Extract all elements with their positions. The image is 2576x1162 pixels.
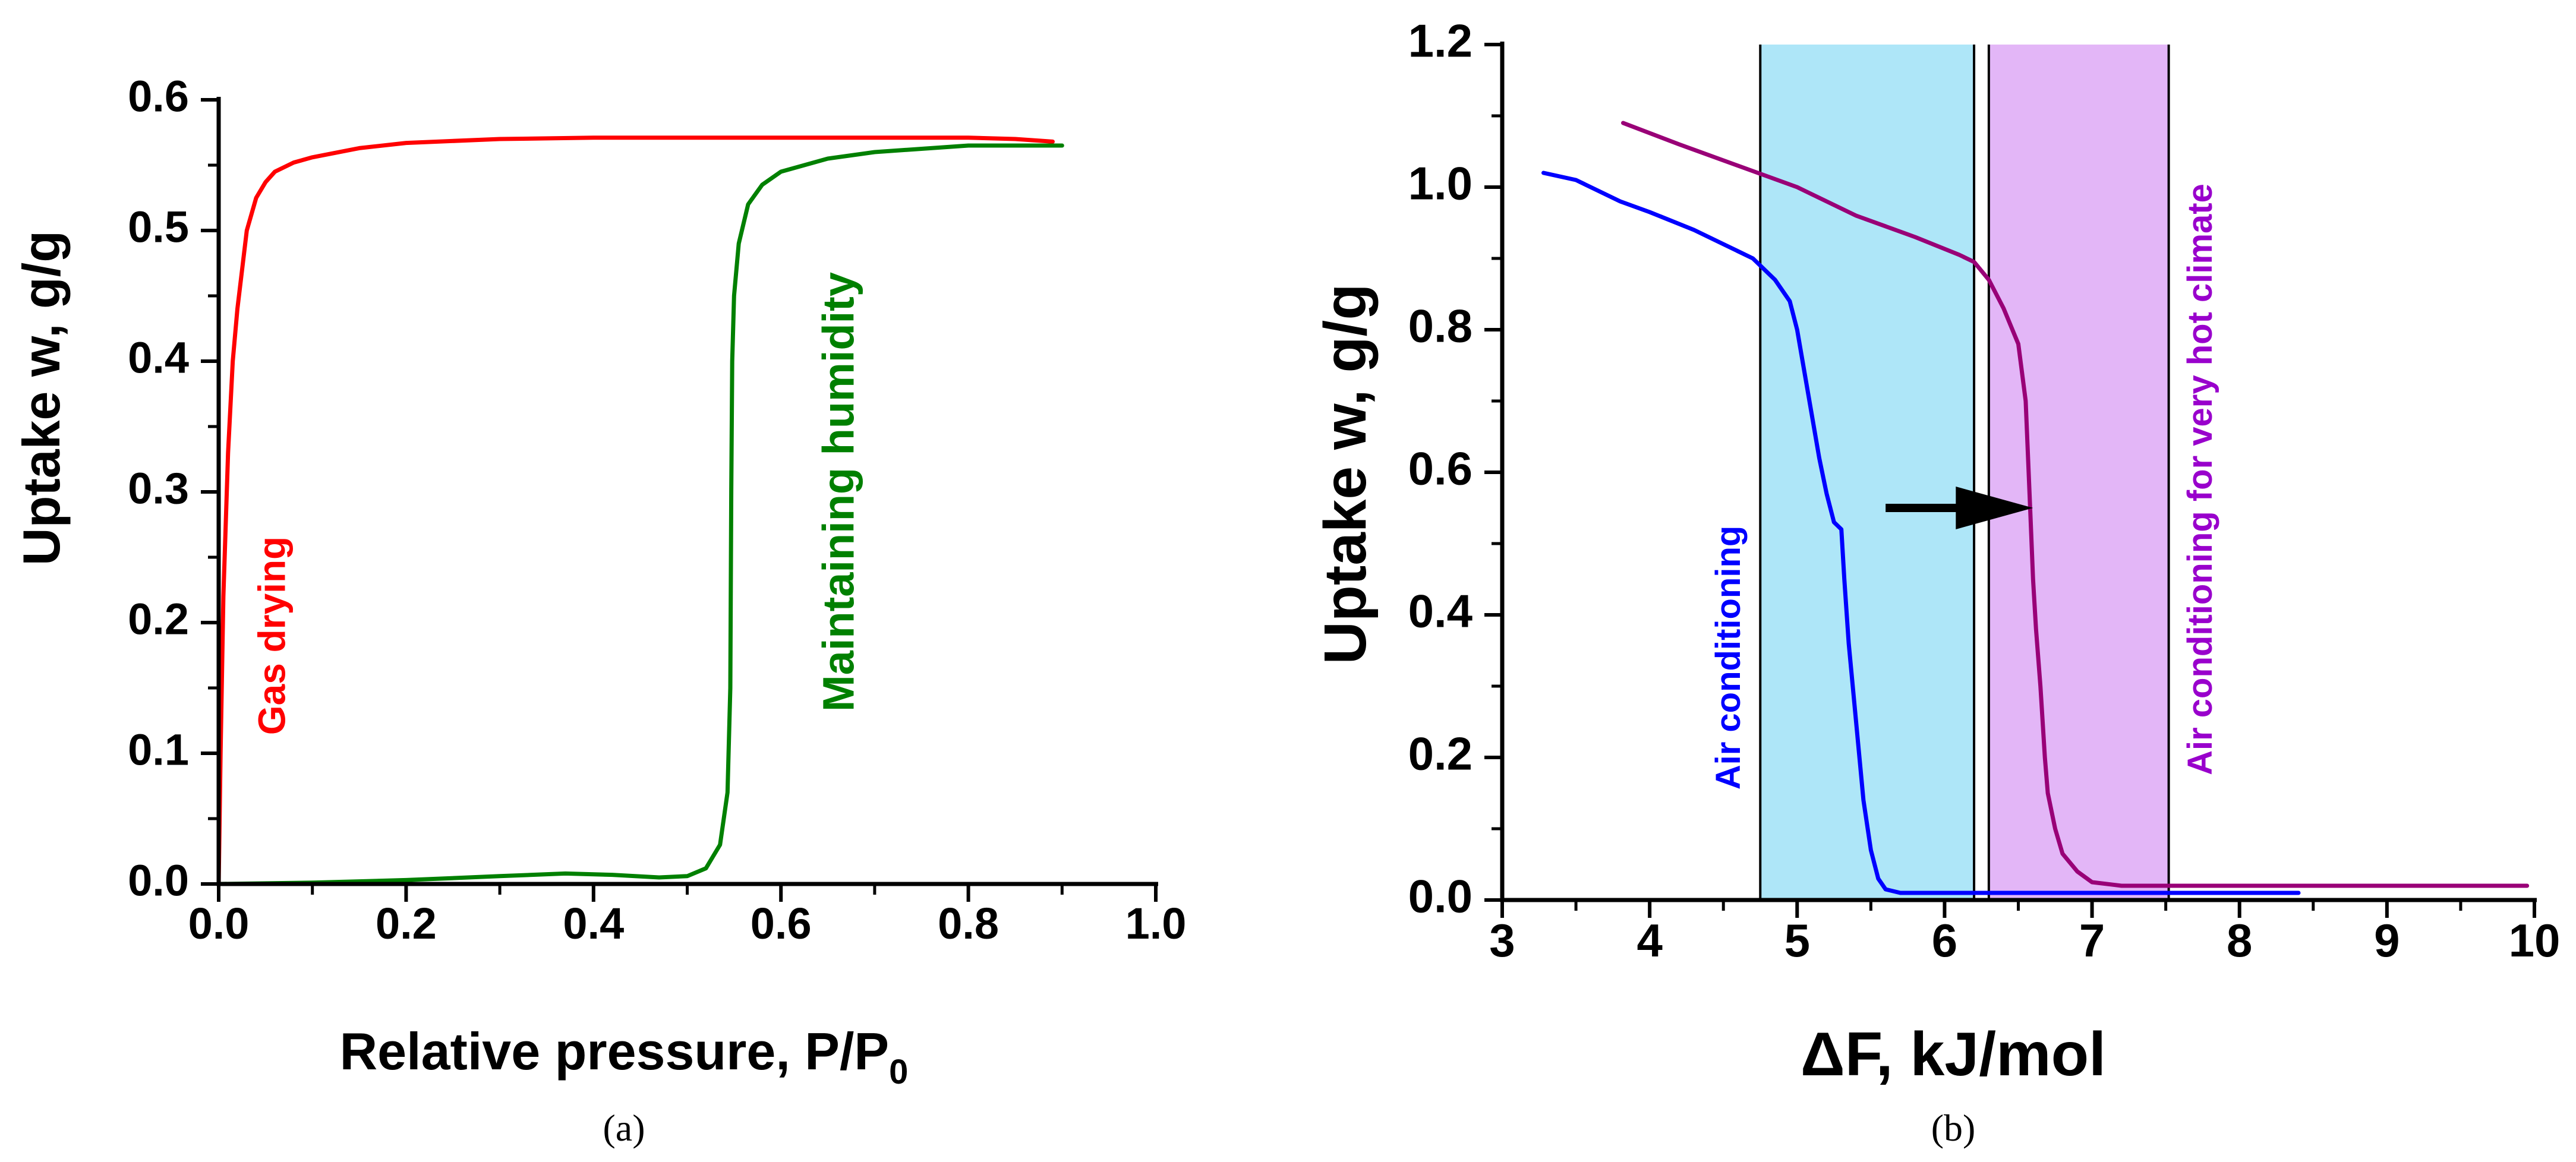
chart-a-xlabel-main: Relative pressure, P/P [340, 1022, 889, 1081]
chart-b-x-tick-label-0: 3 [1489, 914, 1515, 967]
chart-a-annotations: Gas drying Maintaining humidity [251, 272, 863, 735]
chart-a-y-tick-label-0: 0.0 [128, 856, 189, 905]
chart-a-annotation-1: Maintaining humidity [814, 272, 863, 712]
chart-a: 0.0 0.2 0.4 0.6 0.8 1.00.00.10.20.30.40.50.6 … [12, 72, 1186, 1091]
chart-b-ylabel: Uptake w, g/g [1312, 284, 1379, 665]
chart-b-x-tick-label-5: 8 [2227, 914, 2252, 967]
chart-b-series-0 [1541, 170, 2301, 895]
chart-b-annotations [1886, 487, 2033, 529]
chart-a-ylabel: Uptake w, g/g [12, 230, 71, 566]
chart-b-ticks: 3 4 5 6 7 8 9 10 0.0 0.2 0.4 0.6 0.8 1.0 1.2 [1408, 15, 2561, 967]
chart-a-x-tick-label-4: 0.8 [938, 899, 999, 948]
chart-b-y-tick-label-3: 0.6 [1408, 443, 1473, 495]
chart-b-y-tick-label-1: 0.2 [1408, 728, 1473, 780]
chart-b-x-tick-label-3: 6 [1932, 914, 1957, 967]
chart-a-x-tick-label-2: 0.4 [563, 899, 624, 948]
chart-b-arrow-head [1956, 487, 2033, 529]
chart-b-y-tick-label-4: 0.8 [1408, 300, 1473, 352]
chart-b-band-0-label: Air conditioning [1709, 526, 1748, 790]
chart-a-xlabel: Relative pressure, P/P0 [340, 1022, 909, 1091]
chart-b-x-tick-label-1: 4 [1637, 914, 1662, 967]
chart-a-x-tick-label-1: 0.2 [376, 899, 437, 948]
chart-a-series-1 [216, 143, 1064, 886]
chart-a-x-tick-label-3: 0.6 [751, 899, 812, 948]
chart-b-series [1541, 121, 2530, 895]
chart-a-y-tick-label-2: 0.2 [128, 595, 189, 644]
chart-b-band-1-label: Air conditioning for very hot climate [2181, 184, 2219, 775]
chart-a-series [216, 135, 1064, 886]
chart-a-ticks: 0.0 0.2 0.4 0.6 0.8 1.0 0.0 0.1 0.2 0.3 0.4 0.5 0.6 [128, 72, 1186, 948]
panel-label-b: (b) [1931, 1107, 1976, 1149]
chart-a-series-0 [216, 135, 1055, 886]
chart-b-series-1 [1621, 121, 2530, 888]
chart-a-y-tick-label-3: 0.3 [128, 464, 189, 513]
chart-b: Air conditioning Air conditioning for ver… [1312, 15, 2560, 1089]
chart-a-y-tick-label-5: 0.5 [128, 203, 189, 252]
chart-a-x-tick-label-5: 1.0 [1125, 899, 1187, 948]
chart-b-y-tick-label-6: 1.2 [1408, 15, 1473, 67]
chart-b-y-tick-label-2: 0.4 [1408, 585, 1473, 637]
chart-a-y-tick-label-6: 0.6 [128, 72, 189, 121]
chart-a-y-tick-label-4: 0.4 [128, 333, 189, 383]
chart-b-bands: Air conditioning Air conditioning for ver… [1709, 45, 2219, 900]
chart-a-y-tick-label-1: 0.1 [128, 725, 189, 775]
chart-b-y-tick-label-0: 0.0 [1408, 870, 1473, 923]
chart-b-xlabel: ΔF, kJ/mol [1801, 1020, 2106, 1089]
chart-a-x-tick-label-0: 0.0 [188, 899, 250, 948]
chart-a-xlabel-subscript: 0 [889, 1053, 908, 1091]
chart-a-annotation-0: Gas drying [251, 536, 294, 735]
chart-b-y-tick-label-5: 1.0 [1408, 157, 1473, 210]
chart-b-band-1 [1988, 45, 2169, 900]
chart-b-x-tick-label-6: 9 [2374, 914, 2400, 967]
chart-b-band-0 [1760, 45, 1975, 900]
chart-b-x-tick-label-7: 10 [2509, 914, 2561, 967]
chart-b-x-tick-label-2: 5 [1784, 914, 1810, 967]
chart-b-x-tick-label-4: 7 [2079, 914, 2105, 967]
panel-label-a: (a) [603, 1107, 645, 1149]
